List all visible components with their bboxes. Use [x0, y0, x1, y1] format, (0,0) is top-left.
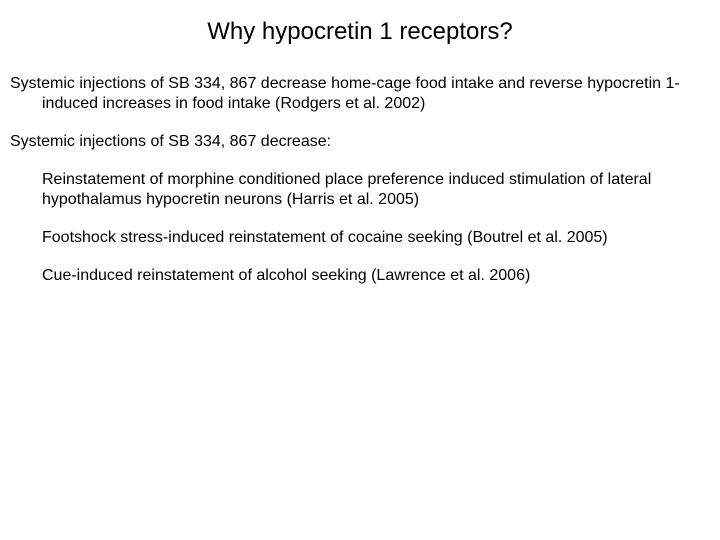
paragraph-2: Systemic injections of SB 334, 867 decre… [10, 132, 710, 152]
paragraph-1: Systemic injections of SB 334, 867 decre… [10, 74, 710, 114]
sub-item-2: Footshock stress-induced reinstatement o… [10, 228, 710, 248]
slide-title: Why hypocretin 1 receptors? [10, 18, 710, 46]
slide: Why hypocretin 1 receptors? Systemic inj… [0, 0, 720, 540]
sub-item-1: Reinstatement of morphine conditioned pl… [10, 170, 710, 210]
sub-item-3: Cue-induced reinstatement of alcohol see… [10, 266, 710, 286]
